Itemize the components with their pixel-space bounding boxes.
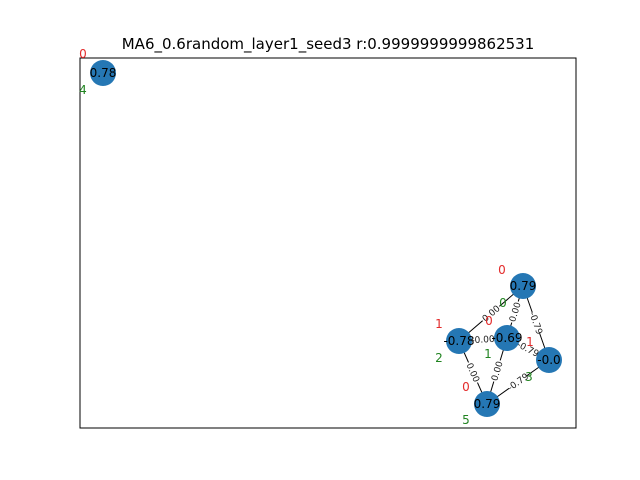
nodes-layer	[90, 60, 562, 417]
figure-title: MA6_0.6random_layer1_seed3 r:0.999999999…	[122, 35, 535, 54]
edge-label-background	[471, 332, 495, 346]
node-4	[90, 60, 116, 86]
edge-label-background	[505, 370, 530, 393]
node-2	[446, 328, 472, 354]
node-value-label: -0.0	[537, 353, 560, 367]
edge-label-background	[515, 338, 541, 359]
node-1	[494, 325, 520, 351]
node-green-label: 1	[484, 347, 492, 361]
node-red-label: 0	[79, 47, 87, 61]
node-value-label: 0.78	[90, 66, 117, 80]
edge-label-background	[478, 301, 503, 325]
edge-label-background	[506, 299, 524, 324]
node-green-label: 2	[435, 351, 443, 365]
plot-frame	[79, 57, 577, 429]
edge-label-background	[527, 310, 546, 336]
node-value-label: -0.78	[443, 334, 474, 348]
node-green-label: 4	[79, 83, 87, 97]
node-5	[474, 391, 500, 417]
edge-label: -0.00	[471, 335, 495, 346]
node-green-label: 0	[499, 296, 507, 310]
node-value-label: 0.79	[474, 397, 501, 411]
node-red-label: 1	[526, 335, 534, 349]
node-green-label: 3	[525, 370, 533, 384]
edge-label-group: -0.00	[471, 332, 495, 346]
node-red-label: 0	[485, 314, 493, 328]
node-0	[510, 273, 536, 299]
node-value-label: 0.79	[510, 279, 537, 293]
edge-label-background	[463, 360, 483, 385]
node-red-label: 0	[498, 263, 506, 277]
node-red-label: 1	[435, 317, 443, 331]
edge-label-background	[488, 358, 505, 383]
node-3	[536, 347, 562, 373]
node-value-label: -0.69	[491, 331, 522, 345]
node-green-label: 5	[462, 413, 470, 427]
node-red-label: 0	[462, 380, 470, 394]
